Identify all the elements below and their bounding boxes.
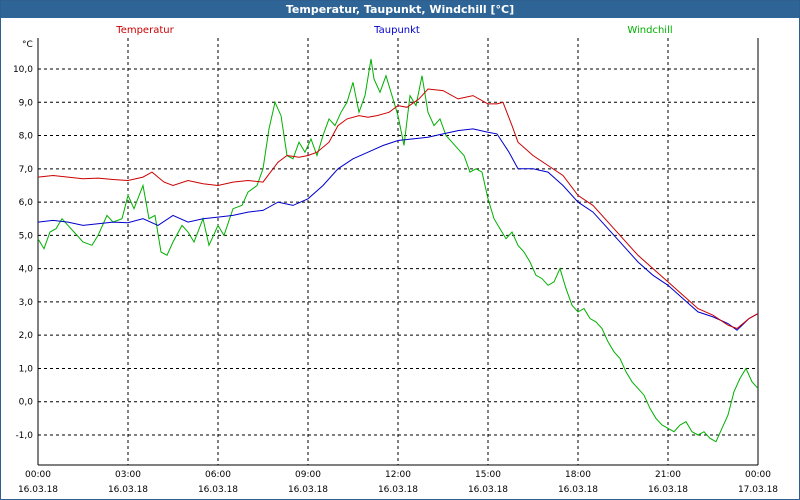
x-tick-time: 21:00 bbox=[655, 470, 681, 480]
legend-windchill: Windchill bbox=[627, 25, 672, 36]
y-tick-label: 3,0 bbox=[19, 298, 34, 308]
y-tick-label: 0,0 bbox=[19, 398, 34, 408]
taupunkt-line bbox=[37, 128, 759, 331]
y-tick-label: 2,0 bbox=[19, 331, 34, 341]
x-tick-date: 16.03.18 bbox=[378, 485, 418, 495]
x-tick-time: 00:00 bbox=[25, 470, 51, 480]
axes bbox=[37, 38, 759, 466]
x-tick-time: 03:00 bbox=[115, 470, 141, 480]
x-tick-time: 12:00 bbox=[385, 470, 411, 480]
y-axis-label: °C bbox=[22, 40, 33, 50]
x-tick-time: 00:00 bbox=[745, 470, 771, 480]
y-tick-label: -1,0 bbox=[15, 431, 33, 441]
x-tick-time: 15:00 bbox=[475, 470, 501, 480]
y-tick-label: 4,0 bbox=[19, 265, 34, 275]
y-tick-label: 1,0 bbox=[19, 364, 34, 374]
window-title: Temperatur, Taupunkt, Windchill [°C] bbox=[1, 1, 799, 18]
x-tick-date: 16.03.18 bbox=[468, 485, 508, 495]
x-tick-date: 16.03.18 bbox=[558, 485, 598, 495]
series-lines bbox=[37, 58, 759, 443]
x-tick-date: 16.03.18 bbox=[108, 485, 148, 495]
x-tick-date: 16.03.18 bbox=[18, 485, 58, 495]
legend-temperatur: Temperatur bbox=[115, 25, 174, 36]
x-tick-time: 06:00 bbox=[205, 470, 231, 480]
x-tick-date: 16.03.18 bbox=[648, 485, 688, 495]
grid bbox=[38, 38, 758, 465]
y-tick-label: 7,0 bbox=[19, 165, 34, 175]
tick-labels: 10,0 9,0 8,0 7,0 6,0 5,0 4,0 3,0 2,0 1,0 0,0 -1,0 00… bbox=[13, 65, 778, 495]
y-tick-label: 10,0 bbox=[13, 65, 33, 75]
x-tick-date: 16.03.18 bbox=[288, 485, 328, 495]
legend-taupunkt: Taupunkt bbox=[373, 25, 420, 36]
y-tick-label: 5,0 bbox=[19, 231, 34, 241]
x-tick-date: 17.03.18 bbox=[738, 485, 778, 495]
windchill-line bbox=[37, 58, 759, 443]
y-tick-label: 6,0 bbox=[19, 198, 34, 208]
temperatur-line bbox=[37, 88, 759, 330]
y-tick-label: 9,0 bbox=[19, 98, 34, 108]
x-tick-time: 09:00 bbox=[295, 470, 321, 480]
x-tick-time: 18:00 bbox=[565, 470, 591, 480]
x-tick-date: 16.03.18 bbox=[198, 485, 238, 495]
y-tick-label: 8,0 bbox=[19, 132, 34, 142]
